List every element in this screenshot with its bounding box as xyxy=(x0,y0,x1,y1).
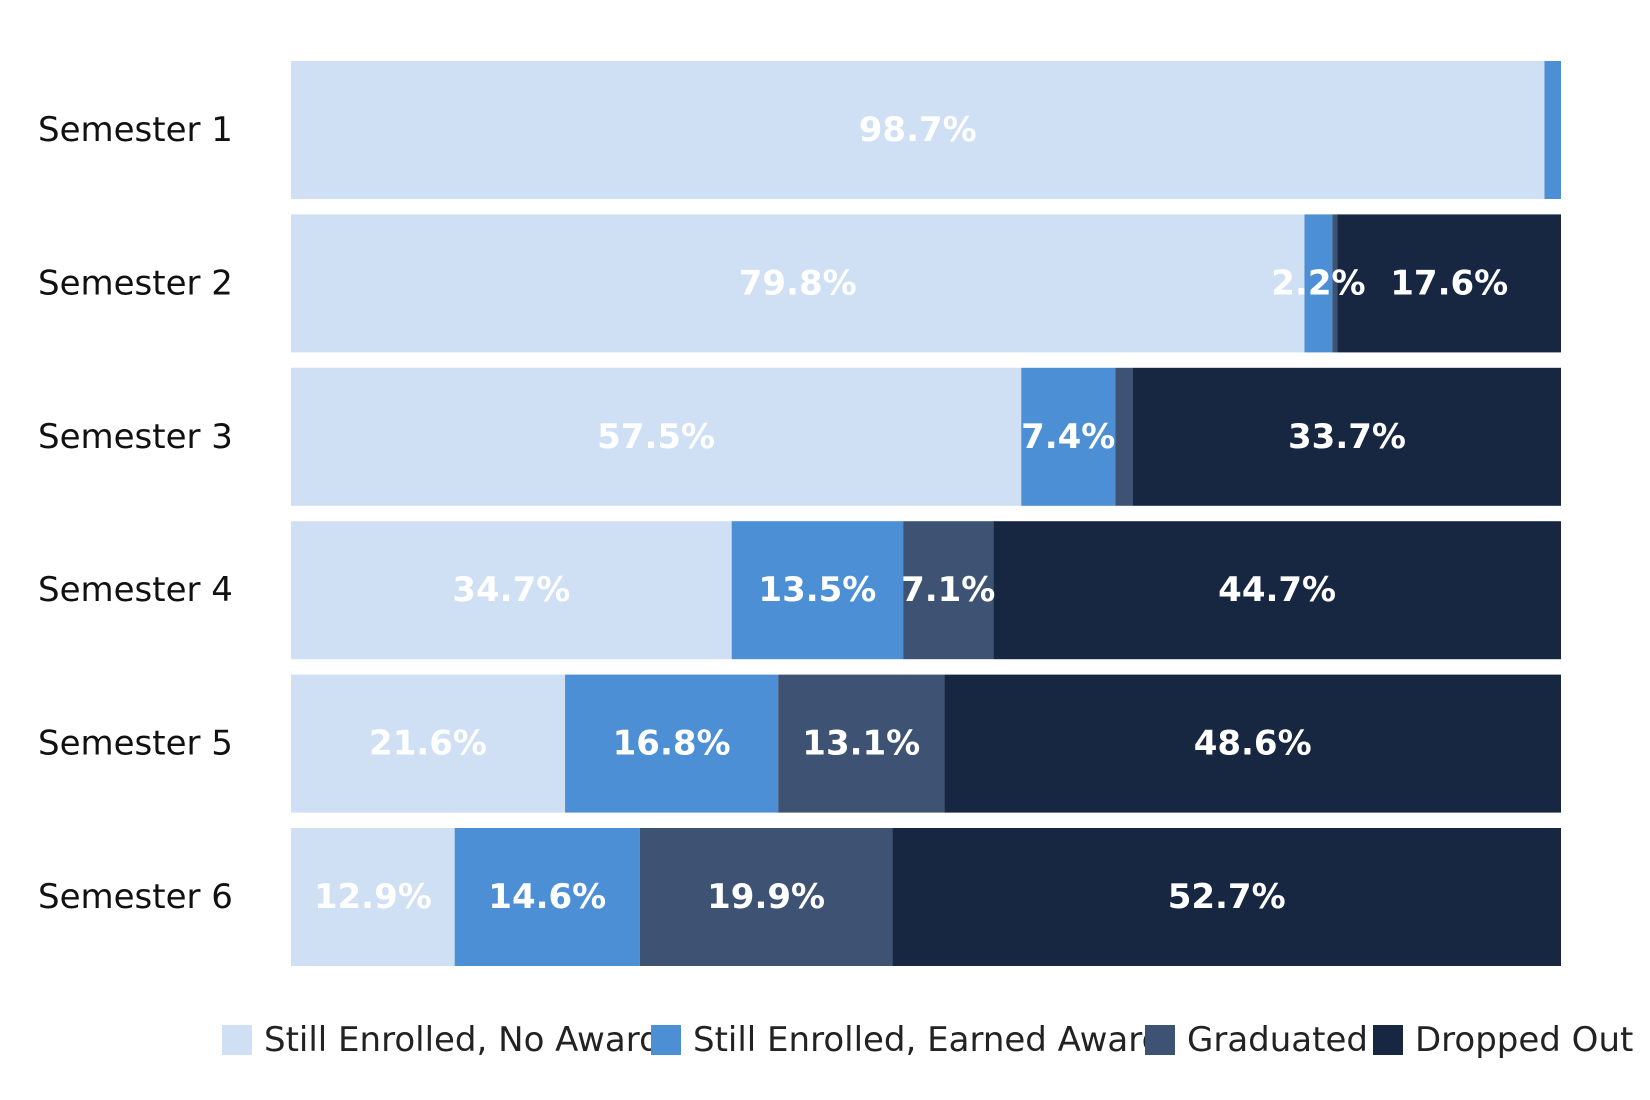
bar-still-enrolled-no-award-semester-2 xyxy=(291,214,1305,353)
legend: Still Enrolled, No Award Still Enrolled, … xyxy=(222,1020,1633,1060)
value-label-still-enrolled-no-award-semester-1: 98.7% xyxy=(859,110,977,150)
bar-graduated-semester-4 xyxy=(903,521,994,660)
value-label-dropped-out-semester-5: 48.6% xyxy=(1194,724,1312,764)
legend-label-still-enrolled-no-award: Still Enrolled, No Award xyxy=(264,1020,661,1060)
legend-swatch-graduated xyxy=(1145,1025,1175,1055)
bar-still-enrolled-earned-award-semester-1 xyxy=(1544,61,1561,199)
bar-still-enrolled-earned-award-semester-4 xyxy=(731,521,904,660)
value-label-still-enrolled-no-award-semester-4: 34.7% xyxy=(452,570,570,610)
value-label-graduated-semester-6: 19.9% xyxy=(707,877,825,917)
value-label-still-enrolled-no-award-semester-3: 57.5% xyxy=(597,417,715,457)
value-labels: 98.7% 79.8% 2.2% 17.6% 57.5% 7.4% 33.7% 34.7% 13… xyxy=(314,110,1508,917)
value-label-still-enrolled-earned-award-semester-5: 16.8% xyxy=(613,724,731,764)
value-label-still-enrolled-earned-award-semester-3: 7.4% xyxy=(1021,417,1115,457)
value-label-graduated-semester-4: 7.1% xyxy=(901,570,995,610)
bar-graduated-semester-2 xyxy=(1332,214,1338,353)
category-label-semester-4: Semester 4 xyxy=(38,570,233,610)
category-label-semester-1: Semester 1 xyxy=(38,110,233,150)
legend-swatch-still-enrolled-earned-award xyxy=(651,1025,681,1055)
value-label-dropped-out-semester-6: 52.7% xyxy=(1168,877,1286,917)
bar-still-enrolled-earned-award-semester-6 xyxy=(454,828,640,966)
value-label-still-enrolled-earned-award-semester-6: 14.6% xyxy=(488,877,606,917)
bar-still-enrolled-no-award-semester-3 xyxy=(291,367,1022,506)
bar-dropped-out-semester-6 xyxy=(892,828,1561,966)
bar-still-enrolled-no-award-semester-4 xyxy=(291,521,732,660)
bar-still-enrolled-earned-award-semester-3 xyxy=(1021,367,1116,506)
bar-dropped-out-semester-2 xyxy=(1337,214,1561,353)
bar-still-enrolled-no-award-semester-6 xyxy=(291,828,455,966)
value-label-still-enrolled-earned-award-semester-2: 2.2% xyxy=(1271,263,1365,303)
value-label-graduated-semester-5: 13.1% xyxy=(802,724,920,764)
bar-dropped-out-semester-4 xyxy=(993,521,1561,660)
value-label-still-enrolled-no-award-semester-5: 21.6% xyxy=(369,724,487,764)
bar-graduated-semester-5 xyxy=(778,674,945,813)
bar-still-enrolled-no-award-semester-1 xyxy=(291,61,1545,199)
value-label-dropped-out-semester-4: 44.7% xyxy=(1218,570,1336,610)
value-label-dropped-out-semester-3: 33.7% xyxy=(1288,417,1406,457)
bar-dropped-out-semester-3 xyxy=(1133,367,1561,506)
legend-swatch-dropped-out xyxy=(1373,1025,1403,1055)
value-label-still-enrolled-no-award-semester-6: 12.9% xyxy=(314,877,432,917)
legend-label-dropped-out: Dropped Out xyxy=(1415,1020,1633,1060)
bar-graduated-semester-6 xyxy=(639,828,893,966)
bar-graduated-semester-3 xyxy=(1115,367,1134,506)
bar-dropped-out-semester-5 xyxy=(944,674,1561,813)
category-label-semester-3: Semester 3 xyxy=(38,417,233,457)
legend-swatch-still-enrolled-no-award xyxy=(222,1025,252,1055)
category-label-semester-2: Semester 2 xyxy=(38,263,233,303)
bars-group xyxy=(291,61,1561,966)
legend-label-still-enrolled-earned-award: Still Enrolled, Earned Award xyxy=(693,1020,1163,1060)
category-label-semester-5: Semester 5 xyxy=(38,724,233,764)
category-labels: Semester 1 Semester 2 Semester 3 Semester 4… xyxy=(38,110,233,917)
legend-label-graduated: Graduated xyxy=(1187,1020,1368,1060)
category-label-semester-6: Semester 6 xyxy=(38,877,233,917)
value-label-dropped-out-semester-2: 17.6% xyxy=(1390,263,1508,303)
bar-still-enrolled-earned-award-semester-5 xyxy=(565,674,779,813)
value-label-still-enrolled-no-award-semester-2: 79.8% xyxy=(739,263,857,303)
bar-still-enrolled-earned-award-semester-2 xyxy=(1304,214,1333,353)
bar-still-enrolled-no-award-semester-5 xyxy=(291,674,566,813)
value-label-still-enrolled-earned-award-semester-4: 13.5% xyxy=(758,570,876,610)
